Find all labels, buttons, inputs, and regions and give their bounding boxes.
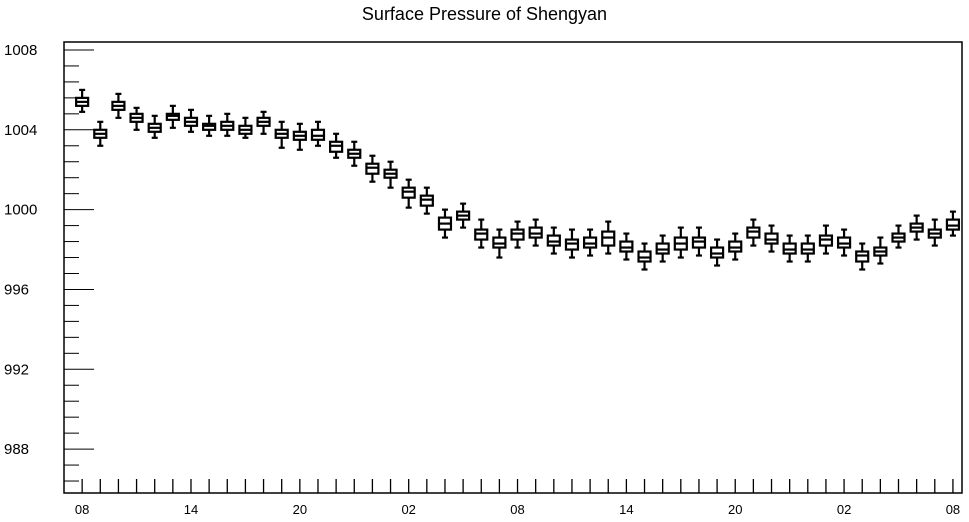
box-plot (655, 234, 670, 263)
x-tick-label: 14 (184, 502, 198, 517)
box-plot (93, 120, 108, 147)
box-plot (147, 114, 162, 139)
box-plot (75, 88, 90, 113)
y-tick-label: 1000 (4, 202, 37, 219)
box-plot (365, 154, 380, 183)
box-plot (746, 218, 761, 247)
box-plot (619, 232, 634, 261)
box-plot (165, 104, 180, 129)
box-plot (129, 106, 144, 131)
box-plot (401, 178, 416, 209)
box-plot (329, 132, 344, 159)
y-tick-label: 996 (4, 281, 29, 298)
box-plot (764, 224, 779, 253)
box-plot (637, 242, 652, 271)
y-axis: 988 992 996 1000 1004 1008 (4, 42, 94, 482)
box-plot (909, 214, 924, 241)
box-plot (836, 228, 852, 257)
box-series (75, 88, 961, 271)
box-plot (855, 242, 870, 271)
box-plot (927, 218, 942, 247)
box-plot (274, 120, 289, 149)
x-axis: 08 14 20 02 08 14 20 02 08 (75, 479, 960, 517)
box-plot (728, 232, 743, 261)
box-plot (437, 208, 453, 239)
y-tick-label: 1008 (4, 42, 37, 59)
x-tick-label: 02 (837, 502, 851, 517)
x-tick-label: 14 (619, 502, 633, 517)
box-plot (873, 236, 888, 265)
x-tick-label: 02 (401, 502, 415, 517)
chart-title: Surface Pressure of Shengyan (361, 4, 608, 24)
x-tick-label: 20 (728, 502, 742, 517)
box-plot (383, 160, 398, 189)
box-plot (474, 218, 489, 249)
box-plot (347, 140, 362, 167)
box-plot (818, 224, 834, 255)
box-plot (546, 226, 561, 255)
box-plot (891, 224, 906, 249)
box-plot (256, 110, 271, 135)
box-plot (202, 114, 217, 137)
plot-frame (63, 41, 963, 494)
box-plot (564, 228, 580, 259)
box-plot (111, 92, 126, 119)
box-plot (782, 234, 797, 263)
box-plot (238, 116, 253, 139)
box-plot (601, 220, 616, 255)
box-plot (583, 228, 598, 257)
x-tick-label: 20 (293, 502, 307, 517)
box-plot (220, 112, 235, 137)
y-tick-label: 988 (4, 441, 29, 458)
box-plot (800, 234, 815, 263)
box-plot (528, 218, 543, 247)
x-tick-label: 08 (510, 502, 524, 517)
box-plot (945, 210, 961, 237)
box-plot (709, 238, 725, 267)
box-plot (510, 220, 525, 249)
box-plot (183, 108, 199, 133)
x-tick-label: 08 (75, 502, 89, 517)
box-plot (310, 120, 326, 147)
box-plot (419, 186, 434, 215)
x-tick-label: 08 (946, 502, 960, 517)
box-plot (456, 202, 471, 229)
box-plot (492, 228, 507, 259)
box-plot (292, 122, 307, 151)
box-plot (673, 226, 688, 259)
box-plot (691, 226, 707, 257)
y-tick-label: 992 (4, 361, 29, 378)
y-tick-label: 1004 (4, 122, 37, 139)
